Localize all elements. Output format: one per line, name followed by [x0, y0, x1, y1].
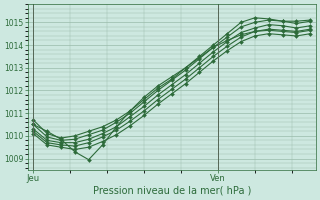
- X-axis label: Pression niveau de la mer( hPa ): Pression niveau de la mer( hPa ): [92, 186, 251, 196]
